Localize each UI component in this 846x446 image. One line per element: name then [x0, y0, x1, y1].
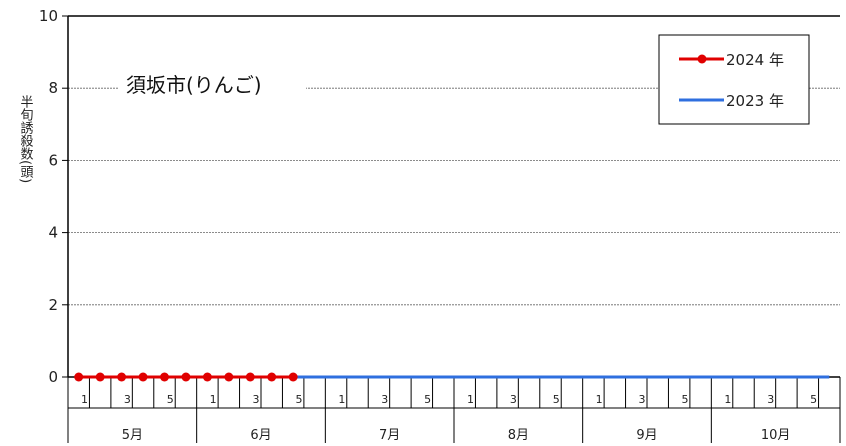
pentad-label: 1 — [81, 393, 88, 406]
y-axis-label: 半旬誘殺数(頭) — [18, 95, 34, 183]
y-tick-label: 6 — [48, 151, 58, 169]
pentad-label: 3 — [510, 393, 517, 406]
y-ticks: 0 2 4 6 8 10 — [39, 7, 68, 386]
pentad-label: 5 — [167, 393, 174, 406]
data-point — [288, 372, 298, 382]
data-point — [202, 372, 212, 382]
y-tick-label: 8 — [48, 79, 58, 97]
pentad-label: 1 — [467, 393, 474, 406]
pentad-label: 1 — [724, 393, 731, 406]
month-label: 7月 — [379, 428, 400, 443]
series-layer — [74, 372, 830, 382]
pentad-label: 1 — [596, 393, 603, 406]
data-point — [74, 372, 84, 382]
data-point — [181, 372, 191, 382]
y-tick-label: 4 — [48, 224, 58, 242]
pentad-label: 3 — [767, 393, 774, 406]
month-label: 8月 — [508, 428, 529, 443]
pentad-label: 3 — [253, 393, 260, 406]
data-point — [267, 372, 277, 382]
legend-label-2024: 2024 年 — [726, 51, 784, 69]
month-label: 6月 — [250, 428, 271, 443]
month-label: 9月 — [636, 428, 657, 443]
data-point — [224, 372, 234, 382]
legend-label-2023: 2023 年 — [726, 92, 784, 110]
legend-marker-2024 — [697, 54, 707, 64]
legend: 2024 年 2023 年 — [658, 34, 810, 125]
month-label: 5月 — [122, 428, 143, 443]
y-tick-label: 10 — [39, 7, 58, 25]
pentad-label: 1 — [210, 393, 217, 406]
pentad-label: 3 — [381, 393, 388, 406]
pentad-label: 5 — [295, 393, 302, 406]
y-tick-label: 0 — [48, 368, 58, 386]
x-axis: 1 3 5 5月 1 3 5 6月 1 3 5 7月 1 3 5 8月 1 3 5 9月 1 3 5 10月 — [67, 377, 841, 443]
pentad-label: 5 — [681, 393, 688, 406]
data-point — [245, 372, 255, 382]
pentad-label: 3 — [124, 393, 131, 406]
title-background — [118, 68, 306, 100]
pentad-label: 1 — [338, 393, 345, 406]
data-point — [95, 372, 105, 382]
chart-title: 須坂市(りんご) — [126, 73, 262, 97]
pentad-label: 5 — [810, 393, 817, 406]
pentad-label: 5 — [553, 393, 560, 406]
legend-box — [658, 34, 810, 125]
data-point — [160, 372, 169, 382]
y-tick-label: 2 — [48, 296, 58, 314]
data-point — [138, 372, 148, 382]
pentad-label: 3 — [639, 393, 646, 406]
pentad-label: 5 — [424, 393, 431, 406]
month-label: 10月 — [761, 428, 791, 443]
data-point — [117, 372, 127, 382]
